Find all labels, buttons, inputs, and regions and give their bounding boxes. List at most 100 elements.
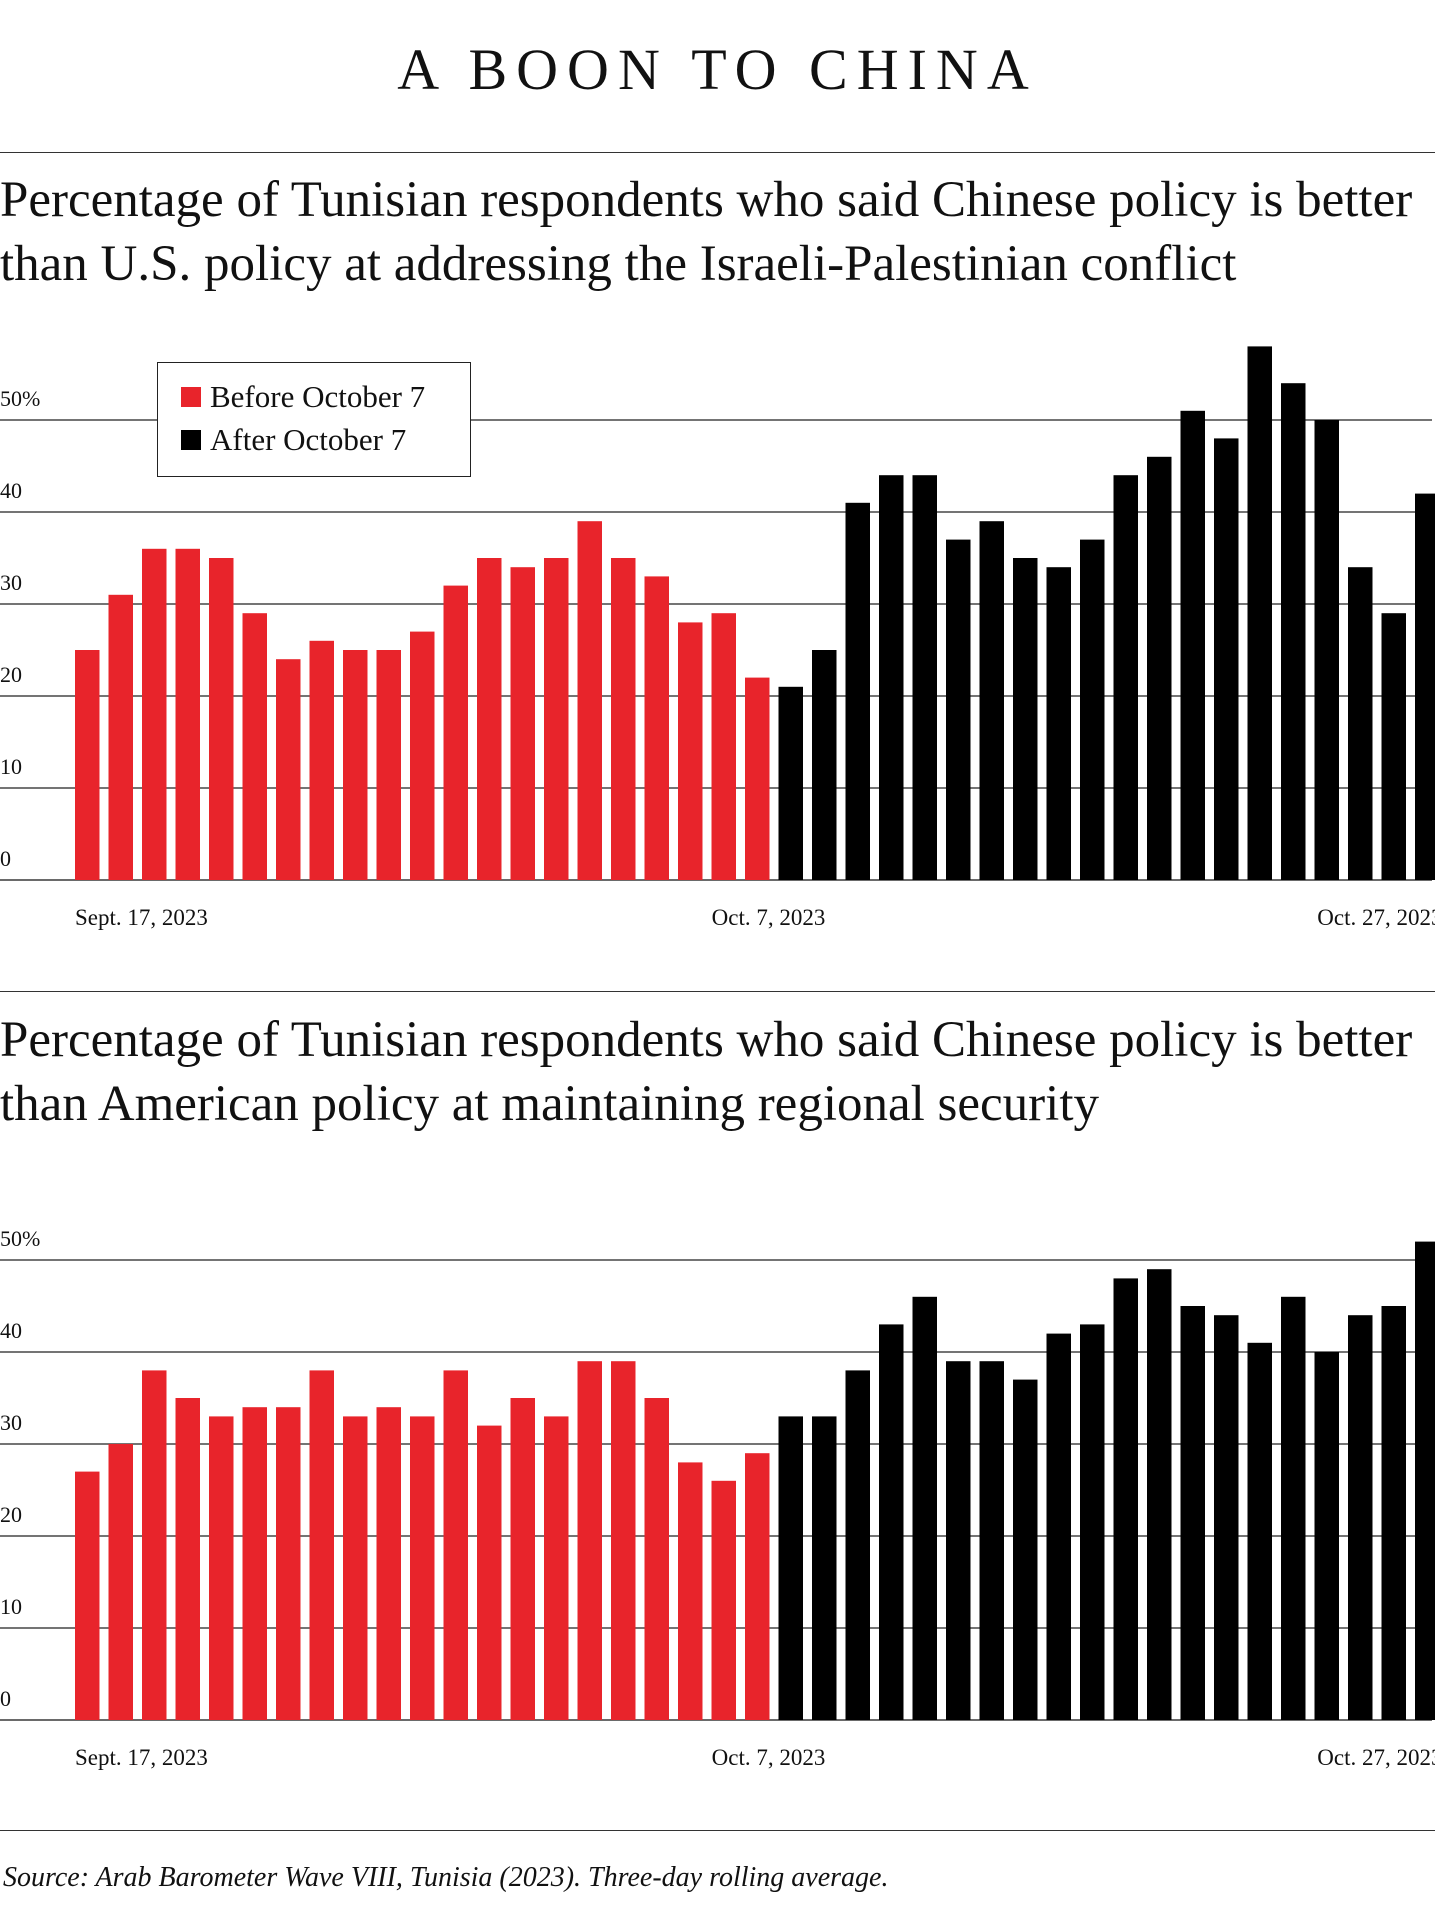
bar-after xyxy=(845,502,870,880)
bar-after xyxy=(812,650,837,880)
bar-after xyxy=(1247,346,1272,880)
bar-after xyxy=(1080,539,1105,880)
bar-before xyxy=(477,1425,502,1720)
bar-before xyxy=(142,1370,167,1720)
bar-before xyxy=(711,613,736,880)
bar-before xyxy=(644,576,669,880)
bar-before xyxy=(577,1361,602,1720)
legend-label-before: Before October 7 xyxy=(210,379,426,414)
bar-after xyxy=(1214,1315,1239,1720)
legend: Before October 7 After October 7 xyxy=(157,362,471,477)
bar-before xyxy=(209,1416,234,1720)
x-tick-label: Oct. 7, 2023 xyxy=(712,1745,826,1770)
bar-after xyxy=(946,539,971,880)
chart-2-title: Percentage of Tunisian respondents who s… xyxy=(0,1012,1413,1132)
bar-after xyxy=(946,1361,971,1720)
bar-after xyxy=(1113,475,1138,880)
y-tick-label: 50% xyxy=(0,386,40,411)
chart-1-title: Percentage of Tunisian respondents who s… xyxy=(0,172,1413,292)
bar-after xyxy=(1046,1333,1071,1720)
y-tick-label: 40 xyxy=(0,478,22,503)
x-tick-label: Sept. 17, 2023 xyxy=(75,905,208,930)
bar-after xyxy=(1381,1306,1406,1720)
x-tick-label: Oct. 27, 2023 xyxy=(1317,1745,1435,1770)
bar-after xyxy=(1080,1324,1105,1720)
chart-2: 0 10 20 30 40 50% Sept. 17, 2023 Oct. 7, 2023 Oc… xyxy=(0,1226,1435,1770)
bar-after xyxy=(845,1370,870,1720)
bar-before xyxy=(410,1416,435,1720)
bar-before xyxy=(577,521,602,880)
y-tick-label: 20 xyxy=(0,1502,22,1527)
bar-after xyxy=(1147,456,1172,880)
y-tick-label: 30 xyxy=(0,1410,22,1435)
bar-after xyxy=(979,521,1004,880)
bar-after xyxy=(1314,420,1339,880)
bar-before xyxy=(142,548,167,880)
y-tick-label: 50% xyxy=(0,1226,40,1251)
middle-divider xyxy=(0,991,1435,992)
legend-item-after: After October 7 xyxy=(181,422,406,458)
chart-1: 0 10 20 30 40 50% Sept. 17, 2023 Oct. 7, 2023 Oc… xyxy=(0,346,1435,930)
source-note: Source: Arab Barometer Wave VIII, Tunisi… xyxy=(3,1862,889,1893)
bar-before xyxy=(343,1416,368,1720)
bar-after xyxy=(812,1416,837,1720)
bar-before xyxy=(611,558,636,880)
bar-after xyxy=(879,1324,904,1720)
legend-item-before: Before October 7 xyxy=(181,379,425,415)
bar-after xyxy=(1113,1278,1138,1720)
bar-before xyxy=(678,622,703,880)
bar-before xyxy=(745,1453,770,1720)
bar-before xyxy=(75,650,100,880)
legend-label-after: After October 7 xyxy=(210,422,407,457)
bar-after xyxy=(778,1416,803,1720)
bar-before xyxy=(108,1444,133,1720)
bar-before xyxy=(678,1462,703,1720)
bar-after xyxy=(1180,1306,1205,1720)
bar-before xyxy=(276,659,301,880)
bar-before xyxy=(745,677,770,880)
bar-after xyxy=(1348,567,1373,880)
y-tick-label: 30 xyxy=(0,570,22,595)
bar-before xyxy=(309,640,334,880)
bar-after xyxy=(1381,613,1406,880)
bar-before xyxy=(108,594,133,880)
bar-before xyxy=(544,1416,569,1720)
bar-after xyxy=(879,475,904,880)
bar-before xyxy=(443,585,468,880)
x-tick-label: Oct. 27, 2023 xyxy=(1317,905,1435,930)
bar-before xyxy=(510,1398,535,1720)
legend-swatch-after xyxy=(181,430,201,450)
main-title: A BOON TO CHINA xyxy=(397,37,1038,102)
bar-before xyxy=(175,548,200,880)
bar-before xyxy=(242,613,267,880)
bar-after xyxy=(1415,1241,1435,1720)
y-tick-label: 0 xyxy=(0,1686,11,1711)
bar-after xyxy=(1013,1379,1038,1720)
bar-before xyxy=(611,1361,636,1720)
bar-before xyxy=(343,650,368,880)
top-divider xyxy=(0,152,1435,153)
bar-after xyxy=(1247,1342,1272,1720)
bar-before xyxy=(75,1471,100,1720)
legend-swatch-before xyxy=(181,387,201,407)
bar-before xyxy=(376,1407,401,1720)
x-tick-label: Sept. 17, 2023 xyxy=(75,1745,208,1770)
bar-after xyxy=(979,1361,1004,1720)
bar-before xyxy=(209,558,234,880)
bar-before xyxy=(276,1407,301,1720)
bar-before xyxy=(644,1398,669,1720)
y-tick-label: 10 xyxy=(0,1594,22,1619)
bar-after xyxy=(1348,1315,1373,1720)
y-tick-label: 10 xyxy=(0,754,22,779)
y-tick-label: 20 xyxy=(0,662,22,687)
y-tick-label: 40 xyxy=(0,1318,22,1343)
bar-after xyxy=(1013,558,1038,880)
bar-before xyxy=(510,567,535,880)
bar-before xyxy=(477,558,502,880)
bar-before xyxy=(376,650,401,880)
bar-before xyxy=(410,631,435,880)
bar-after xyxy=(1415,493,1435,880)
bar-after xyxy=(912,1296,937,1720)
bar-after xyxy=(1147,1269,1172,1720)
bar-before xyxy=(242,1407,267,1720)
